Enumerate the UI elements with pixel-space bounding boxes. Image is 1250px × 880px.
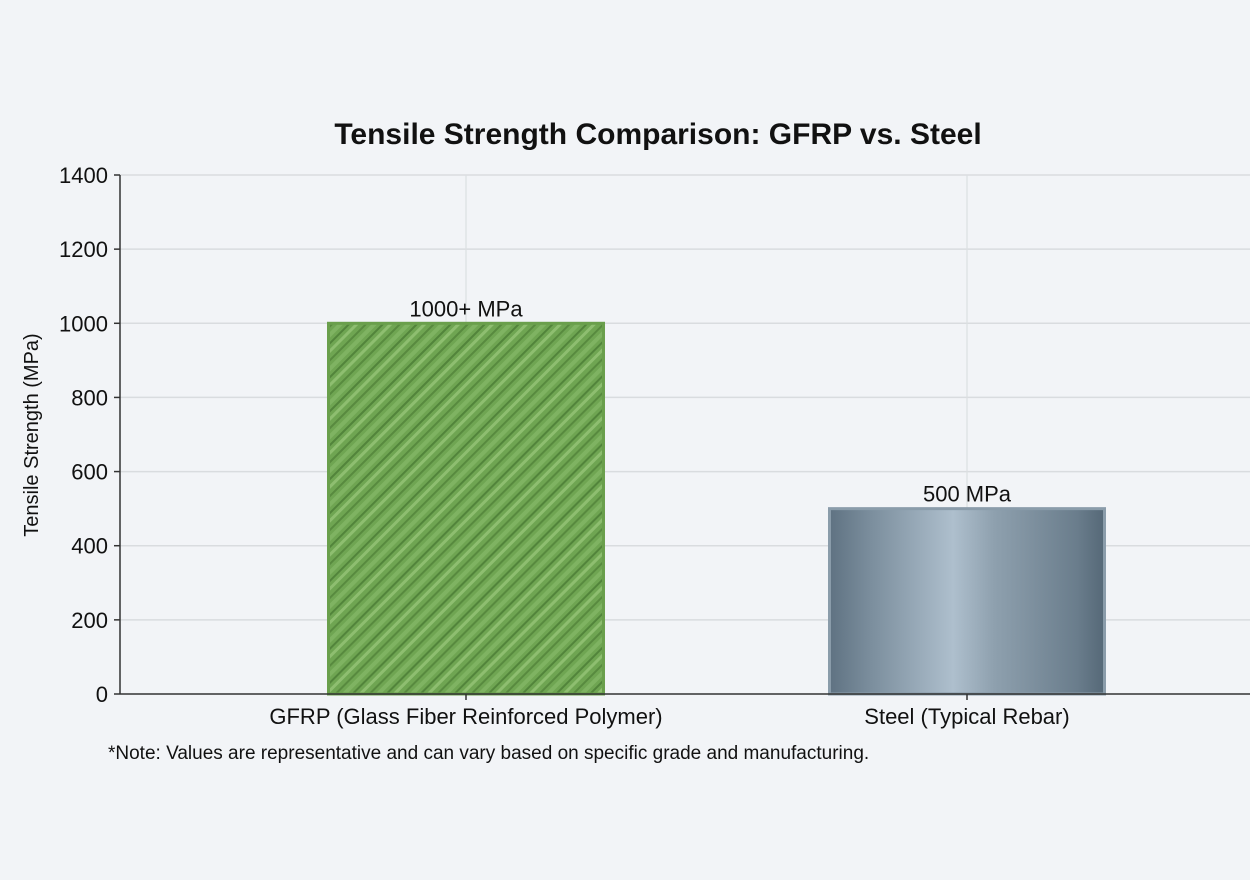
y-tick-label: 1400 bbox=[59, 163, 108, 188]
chart-title: Tensile Strength Comparison: GFRP vs. St… bbox=[334, 118, 981, 151]
y-tick-label: 1200 bbox=[59, 237, 108, 262]
footnote: *Note: Values are representative and can… bbox=[108, 743, 869, 764]
y-tick-label: 400 bbox=[71, 534, 108, 559]
y-tick-label: 800 bbox=[71, 385, 108, 410]
bar-gfrp bbox=[327, 321, 605, 696]
y-tick-label: 1000 bbox=[59, 311, 108, 336]
x-tick-label: GFRP (Glass Fiber Reinforced Polymer) bbox=[269, 704, 662, 729]
y-tick-label: 200 bbox=[71, 608, 108, 633]
bar-steel bbox=[828, 507, 1106, 696]
x-tick-label: Steel (Typical Rebar) bbox=[864, 704, 1069, 729]
data-label: 1000+ MPa bbox=[409, 296, 523, 321]
y-tick-label: 600 bbox=[71, 460, 108, 485]
y-axis-label: Tensile Strength (MPa) bbox=[21, 333, 43, 536]
y-tick-label: 0 bbox=[96, 682, 108, 707]
data-label: 500 MPa bbox=[923, 482, 1012, 507]
